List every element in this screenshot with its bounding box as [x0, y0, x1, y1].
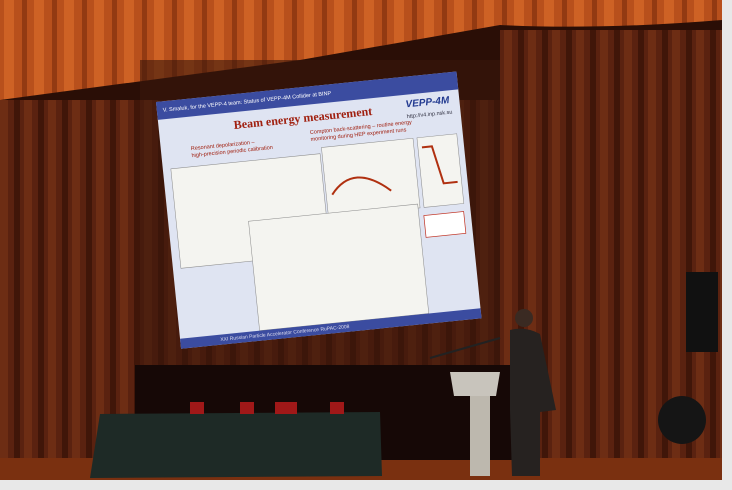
- table-item: [190, 402, 204, 414]
- slide: V. Smaluk, for the VEPP-4 team: Status o…: [156, 71, 482, 349]
- formula-box: [423, 211, 467, 238]
- url: http://v4.inp.nsk.su: [407, 110, 453, 121]
- slide-footer-bar: [180, 308, 482, 349]
- microphone: [429, 337, 501, 359]
- equipment: [658, 396, 706, 444]
- plot-curve: [331, 176, 392, 196]
- frame-shadow: [0, 480, 732, 490]
- speaker-head: [515, 309, 533, 327]
- plot-panel: [248, 203, 430, 331]
- logo: VEPP-4M: [405, 95, 450, 110]
- frame-shadow: [722, 0, 732, 490]
- lectern-stand: [470, 396, 490, 476]
- plot-curve: [421, 145, 458, 185]
- loudspeaker: [686, 272, 718, 352]
- table-item: [275, 402, 297, 414]
- table-item: [330, 402, 344, 414]
- table: [90, 412, 382, 478]
- table-item: [240, 402, 254, 414]
- slide-header-bar: [156, 71, 459, 120]
- speaker: [510, 328, 556, 476]
- lectern-top: [450, 372, 500, 396]
